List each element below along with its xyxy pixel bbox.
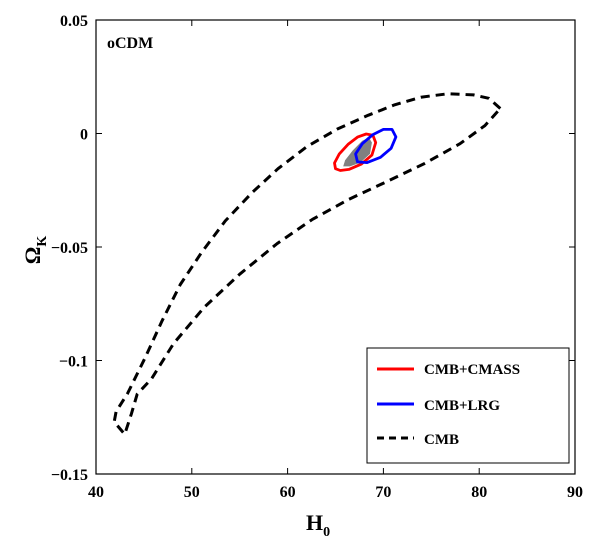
legend-label-cmb-cmass: CMB+CMASS [424,362,520,378]
contour-layer [112,92,502,436]
tick-layer: 40 50 60 70 80 90 −0.15 −0.1 −0.05 0 0.05 [51,13,583,501]
contour-outer-cmb [112,92,502,436]
y-axis-title-main: Ω [20,247,45,265]
x-tick-label: 40 [88,484,104,501]
y-axis-title-subscript: K [35,236,50,247]
x-tick-label: 60 [280,484,296,501]
y-tick-label: 0 [80,127,88,144]
y-tick-label: −0.15 [51,467,88,484]
x-axis-title-subscript: 0 [323,525,330,540]
axis-titles: H0 ΩK [20,236,330,540]
y-tick-label: −0.05 [51,240,88,257]
model-annotation: oCDM [107,35,153,52]
y-axis-title: ΩK [20,236,50,265]
contour-outer-cmb-lrg [354,128,398,164]
x-tick-label: 70 [375,484,391,501]
x-axis-title-main: H [306,510,323,535]
x-tick-label: 80 [471,484,487,501]
y-tick-label: −0.1 [59,354,88,371]
legend-label-cmb-lrg: CMB+LRG [424,398,500,414]
x-axis-title: H0 [306,510,330,540]
x-tick-label: 90 [567,484,583,501]
legend-label-cmb: CMB [424,432,459,448]
x-tick-label: 50 [184,484,200,501]
y-tick-label: 0.05 [60,13,88,30]
legend: CMB+CMASS CMB+LRG CMB [366,347,570,464]
